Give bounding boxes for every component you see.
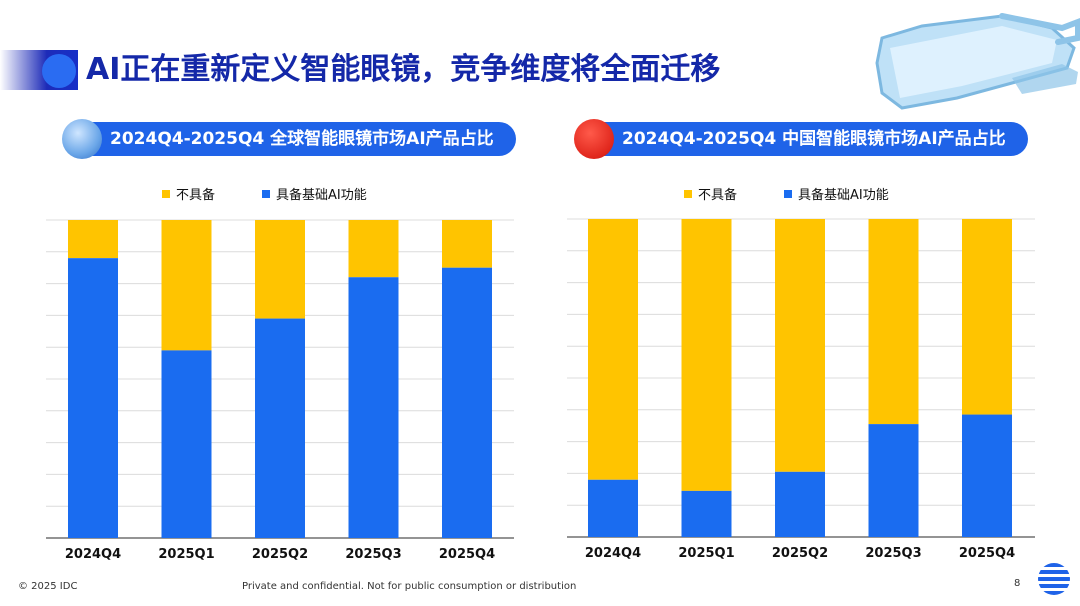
bar-ai-2025Q2 — [255, 318, 305, 538]
bar-ai-2025Q4 — [442, 267, 492, 538]
page-number: 8 — [1014, 578, 1021, 589]
legend-label-no-ai: 不具备 — [698, 188, 738, 203]
globe-icon — [62, 119, 102, 159]
bar-no-ai-2025Q2 — [255, 220, 305, 319]
x-tick-label: 2025Q1 — [678, 546, 734, 561]
bar-ai-2024Q4 — [588, 479, 638, 537]
x-tick-label: 2025Q1 — [158, 547, 214, 562]
bar-ai-2025Q1 — [161, 350, 212, 538]
legend-swatch-no-ai — [162, 190, 170, 198]
x-tick-label: 2024Q4 — [65, 547, 121, 562]
bar-no-ai-2025Q1 — [161, 220, 212, 351]
legend-ai: 具备基础AI功能 — [262, 184, 367, 203]
legend-label-no-ai: 不具备 — [176, 188, 216, 203]
bar-no-ai-2025Q1 — [681, 219, 732, 491]
bar-ai-2024Q4 — [68, 258, 118, 538]
bar-ai-2025Q1 — [681, 490, 732, 537]
x-tick-label: 2025Q4 — [439, 547, 495, 562]
bar-no-ai-2025Q2 — [775, 219, 825, 472]
legend-label-ai: 具备基础AI功能 — [798, 188, 889, 203]
legend-no-ai: 不具备 — [684, 184, 737, 203]
legend-swatch-ai — [262, 190, 270, 198]
x-tick-label: 2025Q4 — [959, 546, 1015, 561]
idc-logo — [1038, 563, 1070, 595]
global-chart-title-pill: 2024Q4-2025Q4 全球智能眼镜市场AI产品占比 — [62, 119, 516, 159]
smart-glasses-illustration — [875, 13, 1080, 110]
x-tick-label: 2025Q3 — [345, 547, 401, 562]
confidential-notice: Private and confidential. Not for public… — [242, 581, 577, 592]
page-title: AI正在重新定义智能眼镜，竞争维度将全面迁移 — [86, 52, 721, 87]
china-flag-icon — [574, 119, 614, 159]
x-tick-label: 2025Q2 — [252, 547, 308, 562]
legend-ai: 具备基础AI功能 — [784, 184, 889, 203]
bar-no-ai-2025Q4 — [442, 220, 492, 268]
bar-no-ai-2024Q4 — [588, 219, 638, 480]
china-chart-title-pill: 2024Q4-2025Q4 中国智能眼镜市场AI产品占比 — [574, 119, 1028, 159]
legend-label-ai: 具备基础AI功能 — [276, 188, 367, 203]
bar-no-ai-2025Q4 — [962, 219, 1012, 415]
legend-swatch-ai — [784, 190, 792, 198]
china-ai-share-chart: 2024Q4 2025Q1 2025Q2 2025Q3 2025Q4 — [567, 218, 1035, 561]
bar-ai-2025Q4 — [962, 414, 1012, 537]
bar-no-ai-2025Q3 — [348, 220, 399, 278]
bar-no-ai-2024Q4 — [68, 220, 118, 259]
copyright: © 2025 IDC — [18, 581, 78, 592]
legend-swatch-no-ai — [684, 190, 692, 198]
title-accent-dot — [42, 54, 76, 88]
bar-ai-2025Q3 — [868, 424, 919, 537]
bar-ai-2025Q2 — [775, 471, 825, 537]
x-tick-label: 2025Q3 — [865, 546, 921, 561]
legend-no-ai: 不具备 — [162, 184, 215, 203]
x-tick-label: 2024Q4 — [585, 546, 641, 561]
global-ai-share-chart: 2024Q4 2025Q1 2025Q2 2025Q3 2025Q4 — [46, 219, 514, 562]
bar-no-ai-2025Q3 — [868, 219, 919, 425]
global-chart-title: 2024Q4-2025Q4 全球智能眼镜市场AI产品占比 — [110, 129, 494, 149]
bar-ai-2025Q3 — [348, 277, 399, 538]
x-tick-label: 2025Q2 — [772, 546, 828, 561]
china-chart-title: 2024Q4-2025Q4 中国智能眼镜市场AI产品占比 — [622, 129, 1006, 149]
